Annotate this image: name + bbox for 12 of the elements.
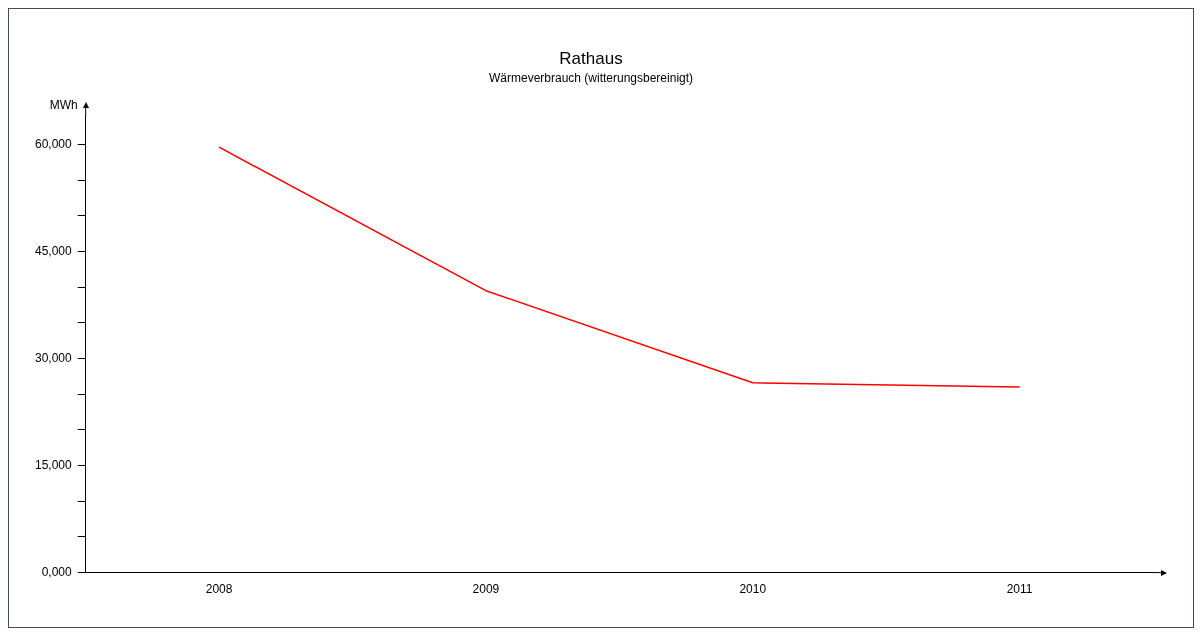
y-tick-label: 15,000 xyxy=(35,457,73,472)
x-tick-label: 2008 xyxy=(205,582,233,597)
x-tick-label: 2011 xyxy=(1006,582,1033,597)
y-axis-title: MWh xyxy=(49,98,78,113)
chart-title: Rathaus xyxy=(559,48,623,68)
x-tick-label: 2010 xyxy=(739,582,767,597)
x-tick-label: 2009 xyxy=(472,582,500,597)
y-tick-label: 45,000 xyxy=(35,243,73,258)
chart-subtitle: Wärmeverbrauch (witterungsbereinigt) xyxy=(488,70,694,85)
y-tick-label: 60,000 xyxy=(35,136,73,151)
y-tick-label: 0,000 xyxy=(41,564,73,579)
y-tick-label: 30,000 xyxy=(35,350,73,365)
